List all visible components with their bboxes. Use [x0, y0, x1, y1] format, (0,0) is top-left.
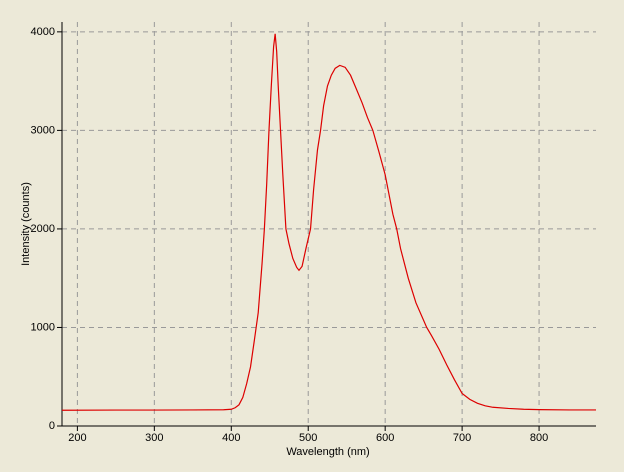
y-tick-label: 2000: [31, 223, 55, 235]
x-tick-label: 500: [299, 432, 317, 444]
x-axis-label: Wavelength (nm): [286, 446, 369, 458]
x-tick-label: 200: [68, 432, 86, 444]
x-tick-label: 800: [530, 432, 548, 444]
y-tick-label: 3000: [31, 124, 55, 136]
x-tick-label: 300: [145, 432, 163, 444]
y-tick-label: 1000: [31, 321, 55, 333]
x-tick-label: 400: [222, 432, 240, 444]
x-tick-label: 700: [453, 432, 471, 444]
y-axis-label: Intensity (counts): [20, 182, 32, 266]
y-tick-label: 4000: [31, 26, 55, 38]
y-tick-label: 0: [49, 420, 55, 432]
x-tick-label: 600: [376, 432, 394, 444]
data-line: [61, 33, 596, 411]
